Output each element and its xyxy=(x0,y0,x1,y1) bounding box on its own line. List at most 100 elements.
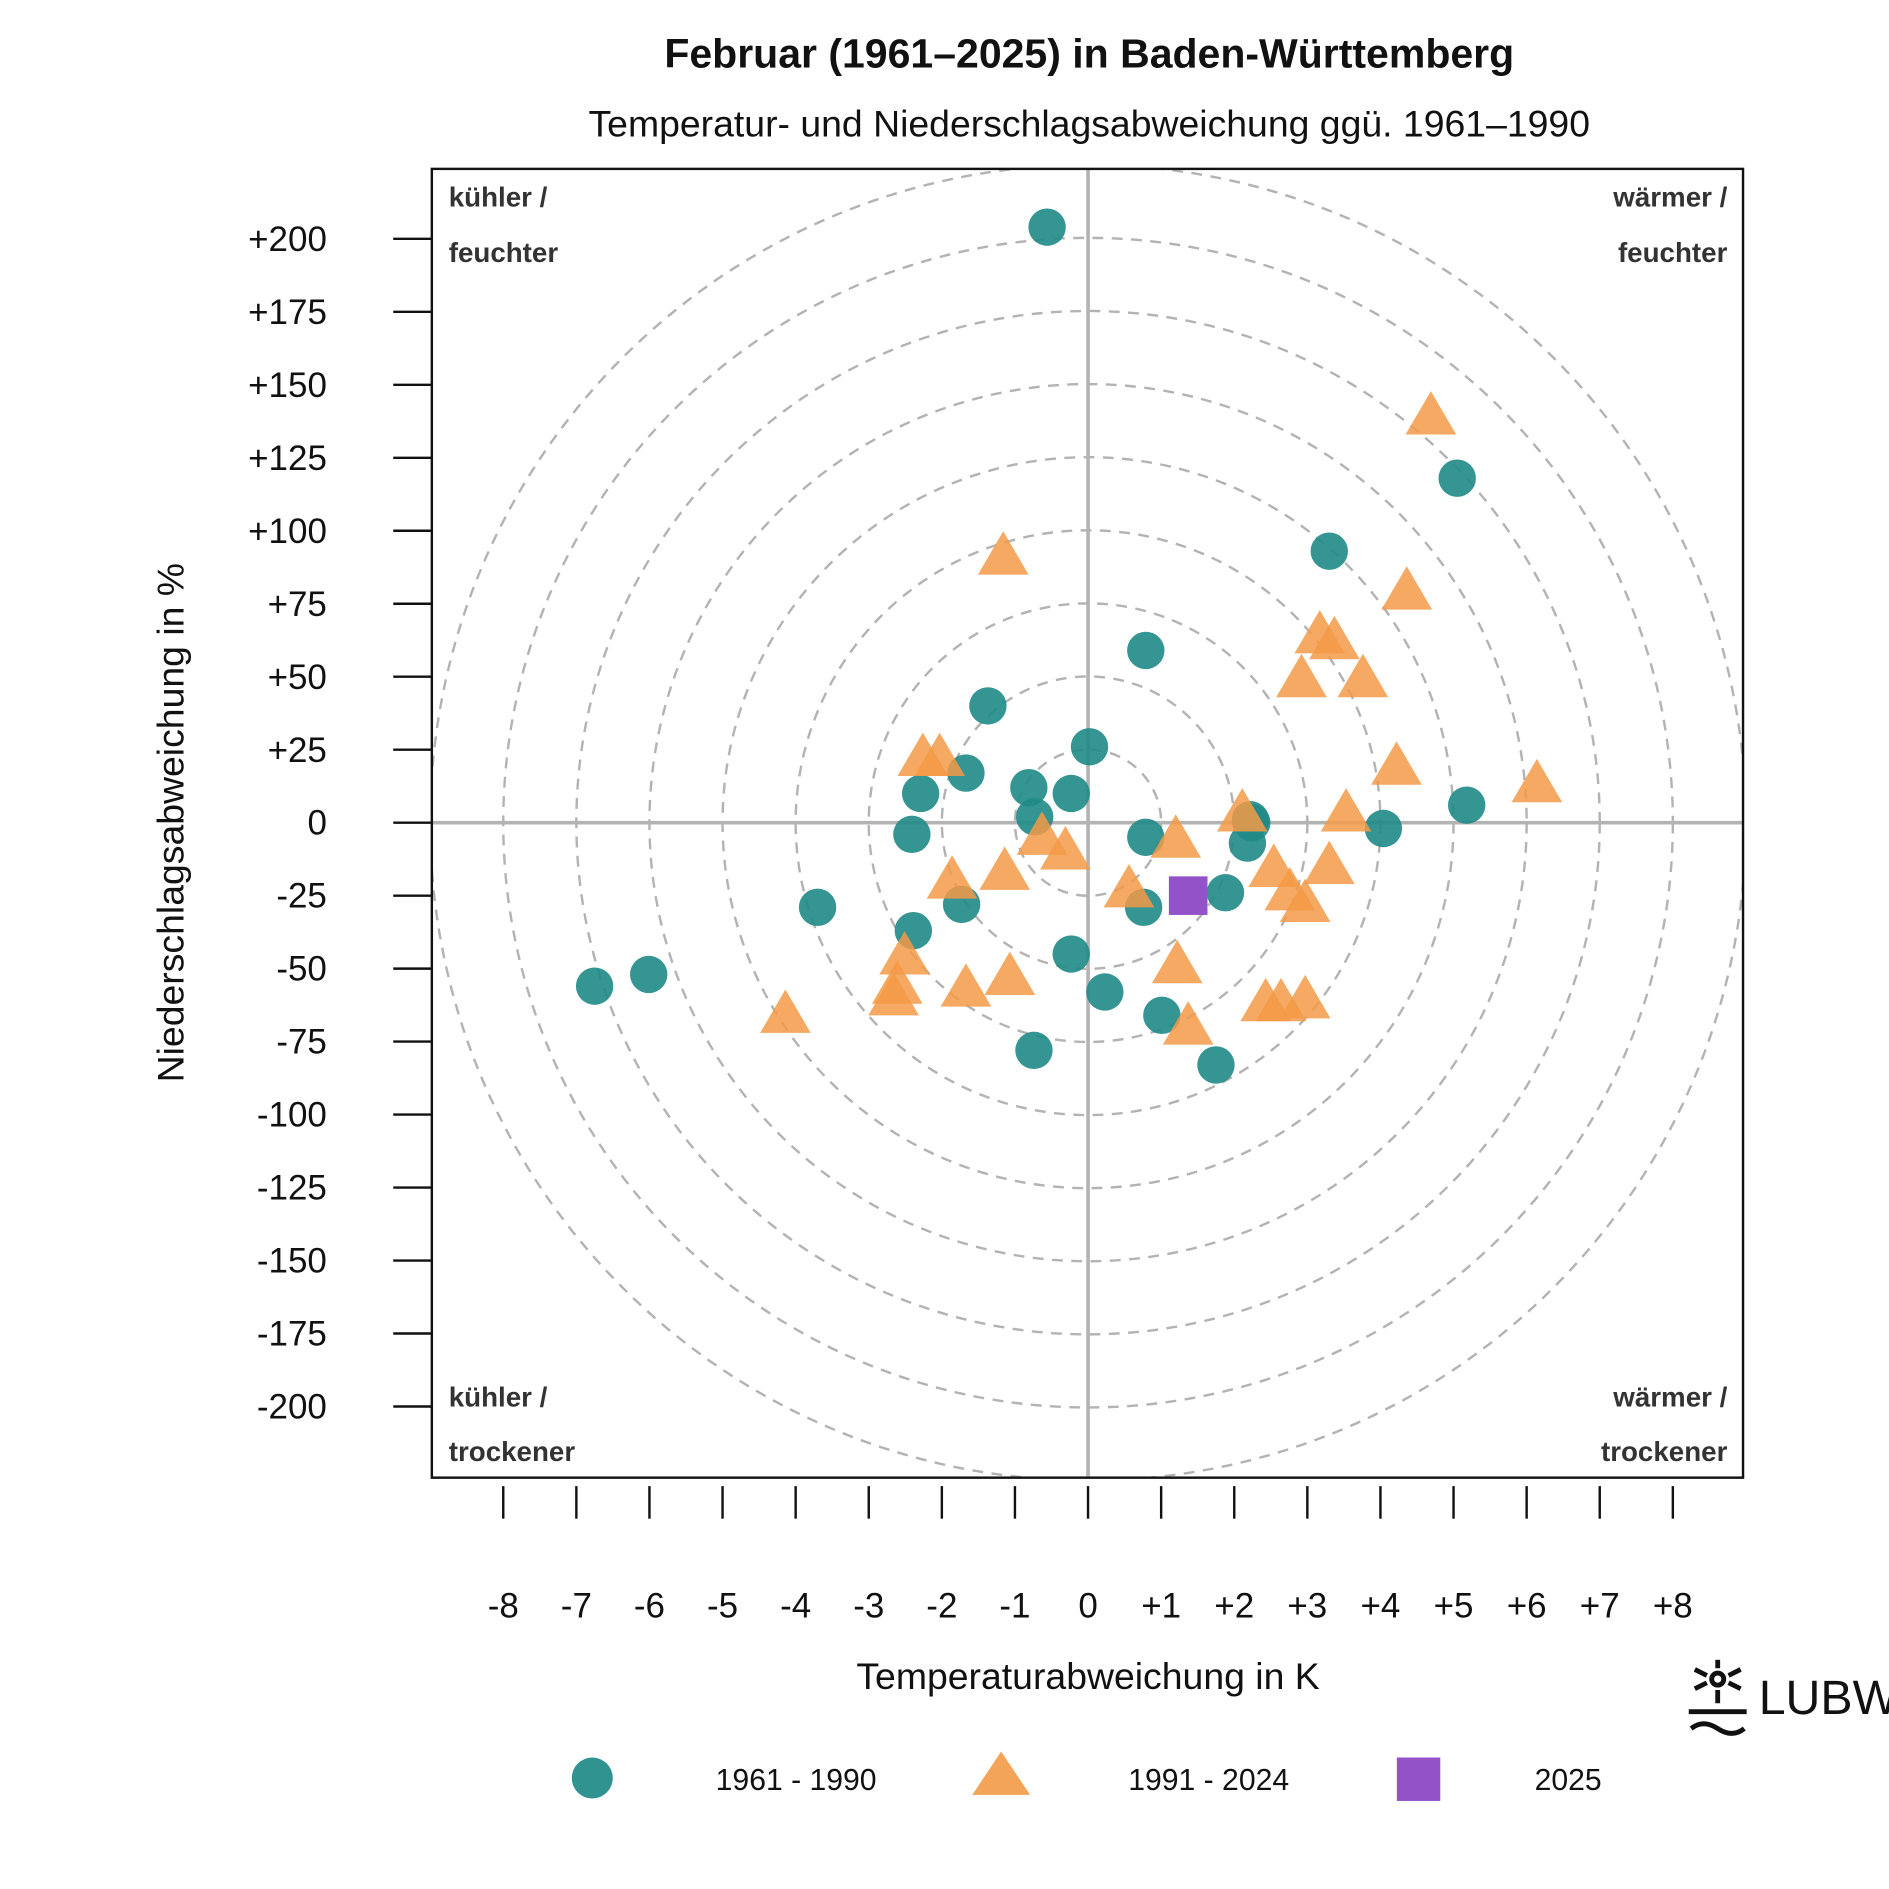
x-tick-label: -2 xyxy=(926,1587,957,1626)
y-tick-label: +50 xyxy=(268,658,327,697)
y-tick-label: -100 xyxy=(257,1096,327,1135)
point-circle xyxy=(969,687,1007,725)
point-triangle xyxy=(1151,939,1203,984)
point-triangle xyxy=(926,855,978,899)
point-circle xyxy=(893,815,931,854)
x-tick-label: -5 xyxy=(707,1587,738,1626)
point-circle xyxy=(1310,532,1348,570)
corner-label-top-right-1: wärmer / xyxy=(1612,181,1727,212)
x-tick-label: +2 xyxy=(1214,1587,1254,1626)
legend-label-2025: 2025 xyxy=(1535,1764,1602,1797)
point-triangle xyxy=(984,951,1036,995)
x-tick-label: +5 xyxy=(1434,1587,1474,1626)
y-tick-label: +100 xyxy=(248,512,327,551)
point-triangle xyxy=(1150,814,1202,858)
y-tick-label: +200 xyxy=(248,220,327,259)
x-tick-label: +8 xyxy=(1653,1587,1693,1626)
x-tick-label: +6 xyxy=(1507,1587,1547,1626)
point-triangle xyxy=(1016,811,1068,855)
y-axis: +200 +175 +150 +125 +100 +75 +50 +25 0 -25 -50 -75 -… xyxy=(248,220,432,1427)
point-triangle xyxy=(979,846,1031,890)
legend-marker-triangle xyxy=(972,1751,1031,1795)
y-axis-label: Niederschlagsabweichung in % xyxy=(149,563,191,1082)
point-triangle xyxy=(1511,758,1563,803)
y-tick-label: +75 xyxy=(268,585,327,624)
y-tick-label: +125 xyxy=(248,439,327,478)
corner-label-bottom-right-2: trockener xyxy=(1601,1436,1728,1467)
y-tick-label: -125 xyxy=(257,1169,327,1208)
point-triangle xyxy=(1162,1001,1214,1045)
x-tick-label: 0 xyxy=(1078,1587,1097,1626)
corner-label-top-right-2: feuchter xyxy=(1618,237,1728,268)
point-triangle xyxy=(940,963,992,1007)
point-triangle xyxy=(879,931,930,975)
x-tick-label: +3 xyxy=(1287,1587,1327,1626)
point-circle xyxy=(1052,774,1090,813)
point-circle xyxy=(1127,631,1165,670)
point-circle xyxy=(1206,874,1245,912)
point-circle xyxy=(1052,935,1090,973)
point-triangle xyxy=(1309,615,1360,660)
y-tick-label: -25 xyxy=(276,877,327,916)
point-triangle xyxy=(1381,566,1433,610)
lubw-logo: LUBW xyxy=(1688,1659,1889,1736)
corner-label-bottom-left-1: kühler / xyxy=(449,1381,548,1412)
point-circle xyxy=(1015,1031,1053,1070)
point-circle xyxy=(575,967,614,1005)
y-tick-label: +175 xyxy=(248,293,327,332)
x-tick-label: -6 xyxy=(634,1587,665,1626)
point-triangle xyxy=(977,531,1029,575)
legend-marker-circle xyxy=(571,1757,613,1799)
point-triangle xyxy=(1103,863,1155,908)
corner-label-top-left-2: feuchter xyxy=(449,237,559,268)
point-triangle xyxy=(1320,788,1372,832)
point-triangle xyxy=(1371,741,1422,785)
x-tick-label: -3 xyxy=(853,1587,884,1626)
point-circle xyxy=(901,774,940,813)
point-circle xyxy=(630,955,668,994)
point-triangle xyxy=(914,732,965,777)
point-square xyxy=(1168,876,1208,915)
point-triangle xyxy=(760,989,811,1033)
logo-text: LUBW xyxy=(1759,1671,1889,1725)
x-tick-label: +1 xyxy=(1141,1587,1181,1626)
point-triangle xyxy=(1040,826,1091,870)
point-circle xyxy=(1028,208,1066,246)
x-tick-label: -8 xyxy=(488,1587,519,1626)
x-tick-label: -1 xyxy=(999,1587,1030,1626)
point-triangle xyxy=(1276,653,1327,698)
y-tick-label: -75 xyxy=(276,1023,327,1062)
point-circle xyxy=(1448,786,1486,824)
y-tick-label: -150 xyxy=(257,1242,327,1281)
legend-label-1991-2024: 1991 - 2024 xyxy=(1128,1764,1289,1797)
point-circle xyxy=(1127,818,1165,856)
point-circle xyxy=(1143,996,1181,1035)
point-circle xyxy=(1086,973,1124,1011)
x-tick-label: -7 xyxy=(561,1587,592,1626)
point-circle xyxy=(798,888,837,927)
y-tick-label: +150 xyxy=(248,366,327,405)
legend: 1961 - 1990 1991 - 2024 2025 xyxy=(571,1751,1602,1801)
point-triangle xyxy=(1216,788,1268,832)
point-circle xyxy=(1010,768,1048,807)
point-triangle xyxy=(1337,653,1389,698)
point-triangle xyxy=(1279,974,1331,1019)
y-tick-label: -175 xyxy=(257,1315,327,1354)
point-triangle xyxy=(1279,878,1331,922)
point-triangle xyxy=(868,971,919,1016)
legend-label-1961-1990: 1961 - 1990 xyxy=(716,1764,877,1797)
chart-subtitle: Temperatur- und Niederschlagsabweichung … xyxy=(589,102,1591,144)
corner-label-bottom-right-1: wärmer / xyxy=(1612,1381,1727,1412)
point-triangle xyxy=(1405,391,1457,435)
x-axis: -8 -7 -6 -5 -4 -3 -2 -1 0 +1 +2 +3 +4 +5 +6 +7 +8 xyxy=(488,1486,1693,1626)
point-circle xyxy=(1364,809,1403,848)
point-circle xyxy=(1228,824,1267,862)
legend-marker-square xyxy=(1396,1757,1441,1801)
point-circle xyxy=(1438,459,1476,497)
point-circle xyxy=(1197,1046,1235,1084)
point-circle xyxy=(1070,728,1109,766)
point-triangle xyxy=(1303,840,1355,885)
y-tick-label: -200 xyxy=(257,1388,327,1427)
data-points xyxy=(575,208,1563,1084)
